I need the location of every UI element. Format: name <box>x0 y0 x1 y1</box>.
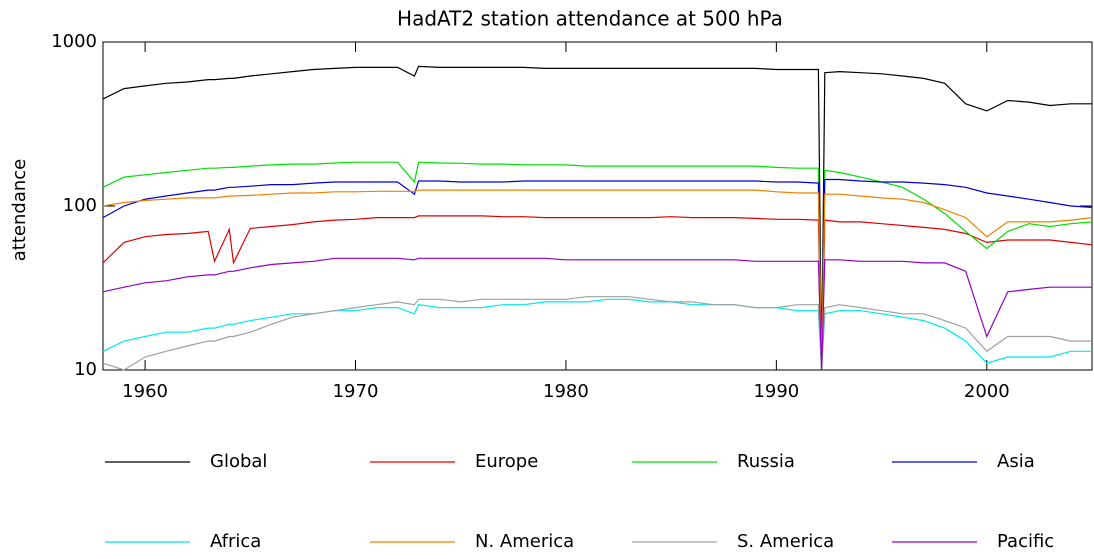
series-line <box>102 65 1092 371</box>
series-line <box>102 161 1093 371</box>
series-line <box>102 296 1092 371</box>
chart-title: HadAT2 station attendance at 500 hPa <box>397 7 783 31</box>
legend-label: Global <box>210 451 267 472</box>
y-tick-label: 100 <box>63 195 97 216</box>
legend-label: Asia <box>997 451 1035 472</box>
x-tick-label: 2000 <box>964 381 1010 402</box>
y-axis-label: attendance <box>9 159 30 261</box>
legend-label: S. America <box>737 531 834 552</box>
series-line <box>102 298 1092 371</box>
series-line <box>102 215 1093 371</box>
legend-label: Europe <box>475 451 538 472</box>
series-line <box>102 178 1093 371</box>
x-tick-label: 1990 <box>753 381 799 402</box>
legend-label: Pacific <box>997 531 1054 552</box>
x-tick-label: 1980 <box>543 381 589 402</box>
legend-label: N. America <box>475 531 574 552</box>
x-tick-label: 1970 <box>333 381 379 402</box>
y-tick-label: 10 <box>74 359 97 380</box>
legend-label: Russia <box>737 451 795 472</box>
series-line <box>102 257 1092 371</box>
y-tick-label: 1000 <box>51 31 97 52</box>
series-line <box>102 189 1093 371</box>
x-tick-label: 1960 <box>122 381 168 402</box>
legend-label: Africa <box>210 531 261 552</box>
